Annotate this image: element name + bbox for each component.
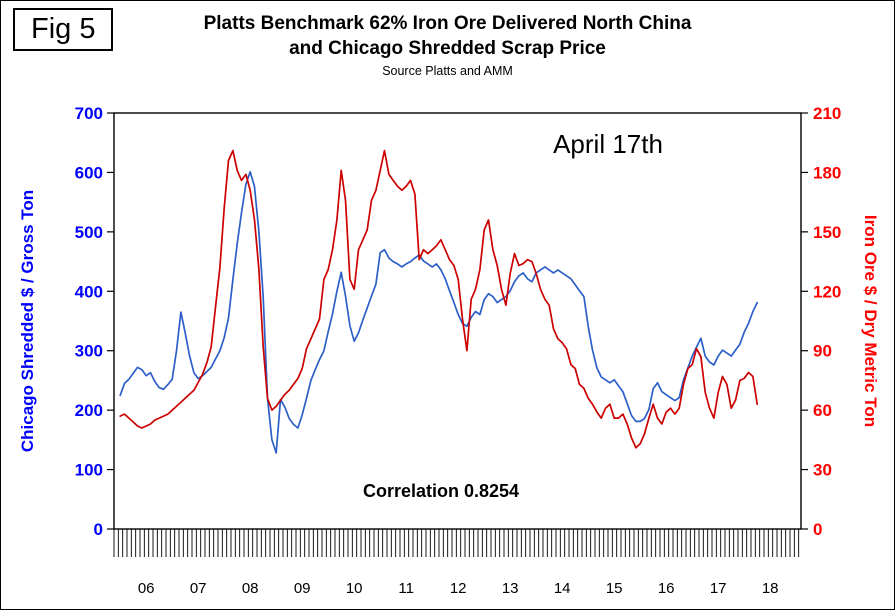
x-axis-year-label: 17: [710, 580, 727, 597]
chart-title-line1: Platts Benchmark 62% Iron Ore Delivered …: [203, 13, 692, 34]
right-axis-title: Iron Ore $ / Dry Metric Ton: [861, 214, 880, 428]
x-axis-year-label: 13: [502, 580, 519, 597]
left-axis-title: Chicago Shredded $ / Gross Ton: [18, 189, 37, 453]
left-axis-tick-label: 0: [94, 520, 103, 539]
left-axis-tick-label: 600: [75, 163, 103, 182]
x-axis-year-label: 06: [138, 580, 155, 597]
chart-source: Source Platts and AMM: [382, 64, 513, 78]
left-axis-tick-label: 400: [75, 282, 103, 301]
x-axis-year-label: 11: [398, 580, 414, 597]
iron-ore-line: [119, 149, 759, 449]
title-block: Platts Benchmark 62% Iron Ore Delivered …: [1, 11, 894, 78]
x-axis-year-label: 07: [190, 580, 207, 597]
right-axis-tick-label: 120: [813, 282, 841, 301]
x-axis-year-label: 09: [294, 580, 311, 597]
left-axis-tick-label: 500: [75, 223, 103, 242]
right-axis-tick-label: 180: [813, 163, 841, 182]
x-axis-year-label: 08: [242, 580, 259, 597]
x-axis-year-label: 15: [606, 580, 623, 597]
figure-label: Fig 5: [13, 8, 114, 51]
left-axis-tick-label: 300: [75, 342, 103, 361]
right-axis-tick-label: 150: [813, 223, 841, 242]
annotation-date: April 17th: [553, 129, 663, 159]
right-axis: 0 30 60 90 120 150 180 210: [801, 104, 841, 539]
chart-title-line2: and Chicago Shredded Scrap Price: [289, 38, 606, 59]
left-axis-tick-label: 100: [75, 461, 103, 480]
right-axis-tick-label: 0: [813, 520, 822, 539]
month-tick-comb: [113, 529, 800, 557]
x-axis-year-label: 16: [658, 580, 675, 597]
annotation-correlation: Correlation 0.8254: [362, 481, 520, 501]
x-axis-labels: 06 07 08 09 10 11 12 13 14 15 16 17 18: [138, 580, 779, 597]
left-axis: 0 100 200 300 400 500 600 700: [75, 104, 114, 539]
x-axis-year-label: 12: [450, 580, 467, 597]
left-axis-tick-label: 700: [75, 104, 103, 123]
left-axis-tick-label: 200: [75, 401, 103, 420]
x-axis-year-label: 14: [554, 580, 571, 597]
chicago-shredded-scrap-line: [119, 170, 759, 454]
right-axis-tick-label: 90: [813, 342, 832, 361]
right-axis-tick-label: 60: [813, 401, 832, 420]
right-axis-tick-label: 210: [813, 104, 841, 123]
plot-border: [113, 112, 802, 530]
x-axis-year-label: 10: [346, 580, 363, 597]
x-axis-year-label: 18: [762, 580, 779, 597]
right-axis-tick-label: 30: [813, 461, 832, 480]
